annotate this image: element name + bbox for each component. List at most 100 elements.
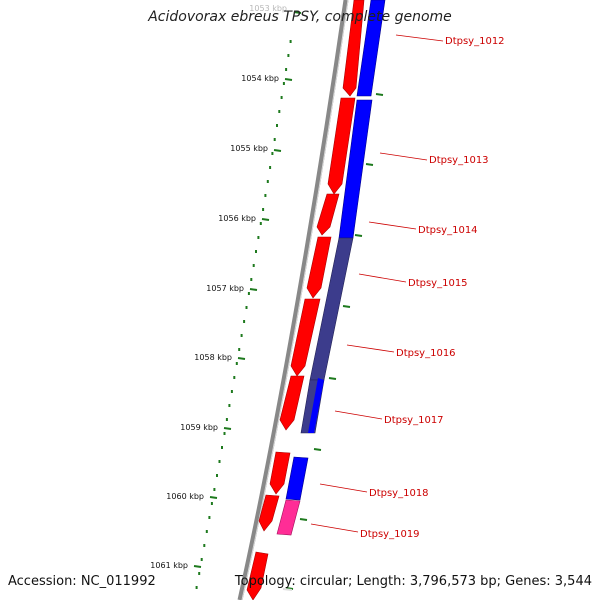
ruler-dot <box>198 572 201 575</box>
ruler-tick-1057 <box>249 288 258 291</box>
gene-block[interactable] <box>276 499 301 536</box>
gene-label[interactable]: Dtpsy_1017 <box>384 415 444 426</box>
ruler-dot <box>278 110 281 113</box>
outer-tick <box>285 587 294 590</box>
ruler-dot <box>230 390 233 393</box>
ruler-label-1055: 1055 kbp <box>230 144 268 153</box>
ruler-dot <box>216 474 218 477</box>
ruler-dot <box>240 334 243 337</box>
outer-tick <box>313 448 322 451</box>
ruler-tick-1060 <box>209 496 218 499</box>
ruler-dot <box>195 586 198 589</box>
forward-genes <box>246 0 365 600</box>
ruler-dot <box>287 54 290 57</box>
ruler-label-1054: 1054 kbp <box>241 74 279 83</box>
callout-line <box>379 152 428 161</box>
reverse-genes <box>276 0 386 536</box>
ruler-dot <box>208 516 211 519</box>
outer-tick <box>328 377 337 380</box>
gene-arrow[interactable] <box>258 494 280 532</box>
ruler-dot <box>221 446 223 449</box>
ruler-tick-1056 <box>261 218 270 221</box>
gene-label[interactable]: Dtpsy_1015 <box>408 278 468 289</box>
gene-block[interactable] <box>356 0 386 97</box>
ruler-dot <box>271 152 274 155</box>
ruler-label-1058: 1058 kbp <box>194 353 232 362</box>
gene-arrow[interactable] <box>342 0 365 97</box>
ruler-dot <box>245 306 248 309</box>
callout-line <box>319 483 368 493</box>
gene-label[interactable]: Dtpsy_1018 <box>369 488 429 499</box>
callout-line <box>334 410 383 420</box>
ruler-dot <box>252 264 255 267</box>
ruler-tick-1054 <box>284 78 293 81</box>
genome-backbone <box>237 0 349 600</box>
outer-tick <box>365 163 374 166</box>
gene-arrow[interactable] <box>279 375 305 431</box>
callout-line <box>310 523 359 533</box>
gene-block[interactable] <box>285 456 309 501</box>
ruler-dot <box>200 558 203 561</box>
ruler-dot <box>228 404 231 407</box>
gene-arrow[interactable] <box>327 97 356 195</box>
gene-arrow[interactable] <box>290 298 321 377</box>
ruler-tick-1059 <box>223 427 232 430</box>
ruler-dot <box>280 96 283 99</box>
ruler-dot <box>250 278 253 281</box>
outer-tick <box>299 518 308 521</box>
ruler-dot <box>273 138 276 141</box>
ruler-label-1059: 1059 kbp <box>180 423 218 432</box>
ruler-dot <box>233 376 236 379</box>
ruler-tick-1055 <box>273 149 282 152</box>
gene-arrow[interactable] <box>269 451 291 495</box>
callout-line <box>358 273 407 283</box>
ruler-dot <box>266 180 269 183</box>
gene-label[interactable]: Dtpsy_1012 <box>445 36 505 47</box>
gene-label[interactable]: Dtpsy_1014 <box>418 225 478 236</box>
gene-block[interactable] <box>308 378 324 433</box>
gene-arrow[interactable] <box>316 193 340 236</box>
ruler-dot <box>203 544 206 547</box>
gene-label[interactable]: Dtpsy_1013 <box>429 155 489 166</box>
ruler-label-1057: 1057 kbp <box>206 284 244 293</box>
ruler-label-1061: 1061 kbp <box>150 561 188 570</box>
ruler-dot <box>285 68 288 71</box>
gene-callouts <box>310 34 444 533</box>
genome-summary: Topology: circular; Length: 3,796,573 bp… <box>234 574 592 589</box>
ruler-dot <box>210 502 213 505</box>
ruler-dot <box>235 362 238 365</box>
ruler-dot <box>205 530 208 533</box>
ruler-dot <box>238 348 241 351</box>
gene-label[interactable]: Dtpsy_1016 <box>396 348 456 359</box>
ruler-dot <box>289 40 292 43</box>
ruler-minor-ticks <box>195 40 292 589</box>
gene-arrow[interactable] <box>246 551 269 600</box>
ruler-dot <box>218 460 221 463</box>
ruler-dot <box>223 432 226 435</box>
ruler-dot <box>225 418 228 421</box>
outer-tick <box>375 93 384 96</box>
callout-line <box>346 344 395 353</box>
gene-label[interactable]: Dtpsy_1019 <box>360 529 420 540</box>
guide-line <box>282 588 293 591</box>
ruler-dot <box>276 124 278 127</box>
page-title: Acidovorax ebreus TPSY, complete genome <box>148 9 452 25</box>
ruler-tick-1061 <box>193 565 202 568</box>
ruler-major-ticks: 1053 kbp 1054 kbp 1055 kbp 1056 kbp 1057… <box>150 4 302 570</box>
outer-tick <box>342 305 351 308</box>
ruler-tick-1058 <box>237 357 246 360</box>
gene-labels: Dtpsy_1012 Dtpsy_1013 Dtpsy_1014 Dtpsy_1… <box>360 36 505 540</box>
callout-line <box>395 34 444 42</box>
gene-arrow[interactable] <box>306 236 332 299</box>
ruler-label-1060: 1060 kbp <box>166 492 204 501</box>
outer-ticks <box>285 93 384 590</box>
ruler-dot <box>264 194 267 197</box>
accession-text: Accession: NC_011992 <box>8 574 156 589</box>
ruler-tick-1053 <box>293 11 302 14</box>
ruler-dot <box>213 488 216 491</box>
ruler-dot <box>247 292 250 295</box>
callout-line <box>368 221 417 230</box>
ruler-dot <box>259 222 262 225</box>
